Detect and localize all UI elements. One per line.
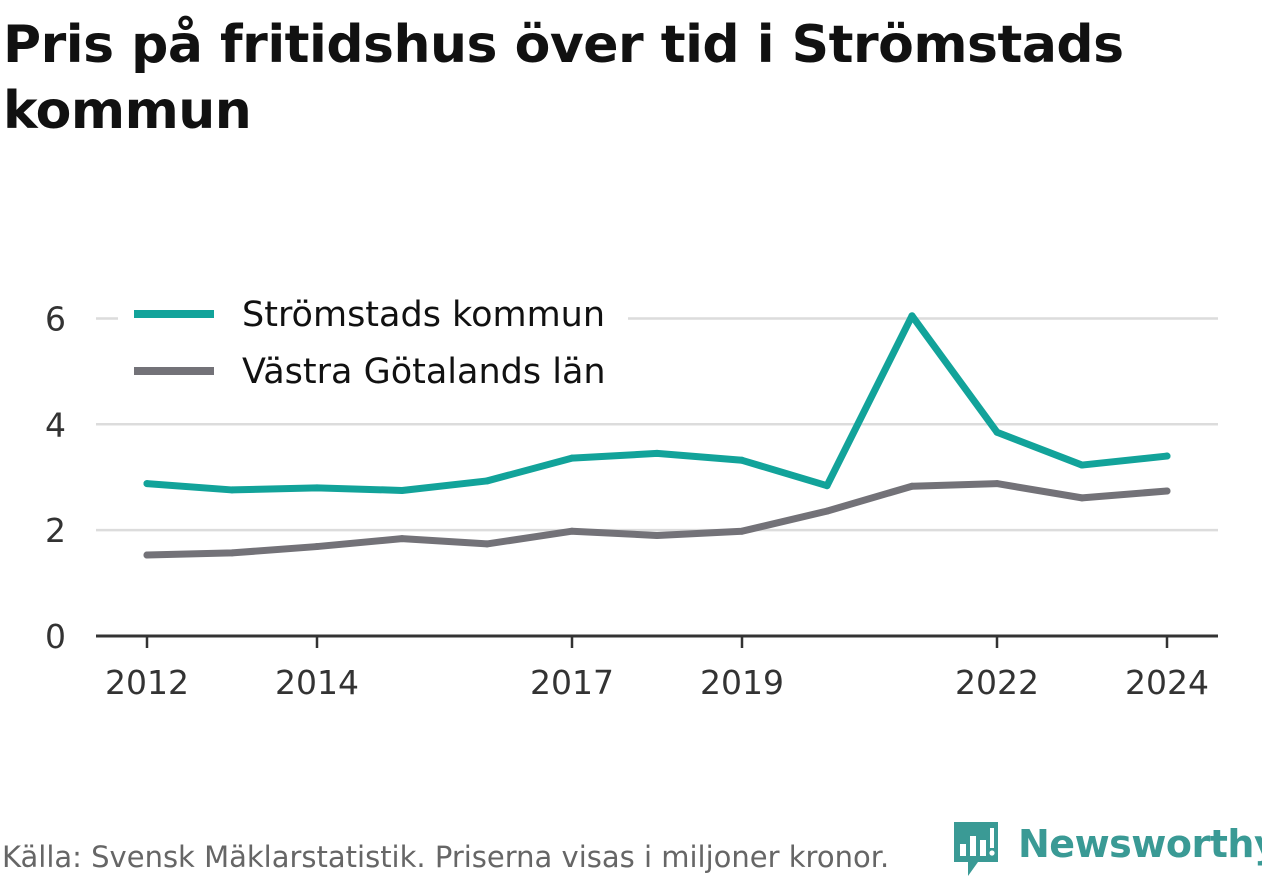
data-point <box>1163 452 1171 460</box>
data-point <box>908 482 916 490</box>
series-lines <box>143 312 1171 559</box>
data-point <box>313 543 321 551</box>
data-point <box>228 549 236 557</box>
newsworthy-logo-icon <box>954 822 998 876</box>
x-tick-label: 2022 <box>955 663 1039 702</box>
data-point <box>823 507 831 515</box>
y-tick-label: 4 <box>45 405 66 444</box>
legend: Strömstads kommun Västra Götalands län <box>118 285 628 405</box>
data-point <box>483 540 491 548</box>
data-point <box>908 312 916 320</box>
x-tick-label: 2012 <box>105 663 189 702</box>
brand-logo: Newsworthy <box>950 818 1262 878</box>
data-point <box>993 480 1001 488</box>
x-tick-label: 2019 <box>700 663 784 702</box>
data-point <box>653 449 661 457</box>
data-point <box>738 456 746 464</box>
data-point <box>568 454 576 462</box>
data-point <box>1078 461 1086 469</box>
legend-background <box>118 285 628 405</box>
data-point <box>653 531 661 539</box>
x-tick-label: 2017 <box>530 663 614 702</box>
brand-name: Newsworthy <box>1018 822 1262 866</box>
legend-label: Västra Götalands län <box>242 352 606 392</box>
data-point <box>1078 494 1086 502</box>
data-point <box>738 527 746 535</box>
y-tick-label: 0 <box>45 617 66 656</box>
series-line-vastra-gotalands-lan <box>143 480 1171 559</box>
legend-label: Strömstads kommun <box>242 295 605 335</box>
data-point <box>398 486 406 494</box>
data-point <box>143 551 151 559</box>
data-point <box>313 484 321 492</box>
data-point <box>228 486 236 494</box>
data-point <box>823 482 831 490</box>
data-point <box>1163 487 1171 495</box>
y-axis-ticks: 0 2 4 6 <box>45 299 66 656</box>
x-tick-label: 2024 <box>1125 663 1209 702</box>
x-tick-label: 2014 <box>275 663 359 702</box>
chart-title: Pris på fritidshus över tid i Strömstads… <box>3 15 1124 141</box>
y-tick-label: 2 <box>45 511 66 550</box>
data-point <box>143 480 151 488</box>
data-point <box>568 527 576 535</box>
x-axis: 2012 2014 2017 2019 2022 2024 <box>96 634 1218 702</box>
y-tick-label: 6 <box>45 299 66 338</box>
data-point <box>398 535 406 543</box>
data-point <box>483 477 491 485</box>
source-note: Källa: Svensk Mäklarstatistik. Priserna … <box>2 840 890 874</box>
data-point <box>993 428 1001 436</box>
